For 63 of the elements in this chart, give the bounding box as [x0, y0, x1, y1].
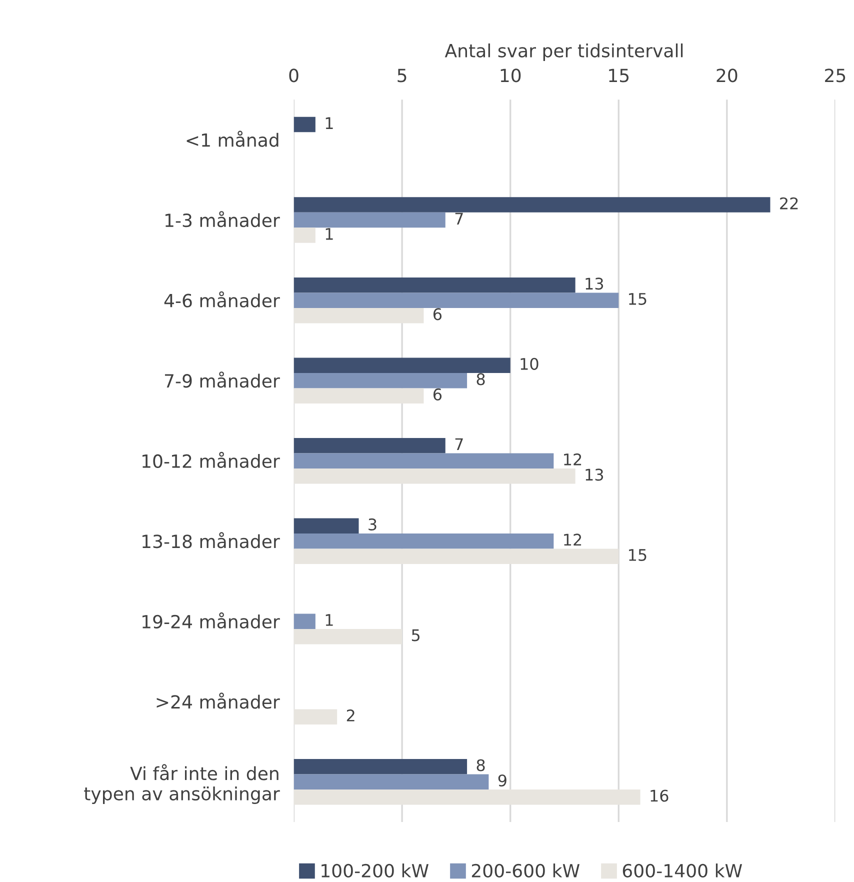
data-label: 13: [586, 468, 604, 481]
bar: [294, 790, 640, 805]
bar: [294, 292, 619, 308]
legend-label: 600-1400 kW: [622, 864, 742, 878]
data-label: 16: [650, 790, 668, 802]
bar: [294, 468, 576, 484]
y-tick-label: 1-3 månader: [165, 211, 280, 228]
bar: [294, 372, 468, 388]
bar: [294, 197, 770, 212]
y-tick-label: 13-18 månader: [142, 532, 280, 548]
legend-label: 200-600 kW: [472, 864, 580, 878]
y-tick-label: 4-6 månader: [164, 291, 280, 308]
data-label: 12: [564, 453, 582, 466]
bar: [294, 308, 424, 324]
bar: [294, 228, 316, 243]
bar: [294, 548, 619, 564]
data-label: 10: [520, 358, 538, 370]
y-tick-label: 10-12 månader: [142, 452, 280, 468]
bar: [294, 453, 554, 468]
bar: [294, 212, 446, 228]
x-tick-label: 15: [609, 68, 629, 82]
data-label: 1: [326, 117, 333, 129]
data-label: 6: [434, 388, 442, 400]
data-label: 13: [586, 278, 604, 290]
x-tick-label: 5: [398, 68, 406, 82]
bar: [294, 774, 489, 790]
data-label: 8: [476, 759, 485, 772]
data-label: 12: [564, 534, 582, 546]
y-tick-label: Vi får inte in den typen av ansökningar: [84, 764, 280, 804]
bar: [294, 628, 402, 644]
x-tick-label: 0: [289, 68, 298, 82]
y-tick-label: 19-24 månader: [142, 612, 280, 628]
x-tick-label: 20: [716, 68, 738, 82]
data-label: 15: [629, 293, 646, 305]
bar: [294, 438, 446, 454]
y-tick-label: <1 månad: [186, 130, 278, 147]
data-label: 15: [629, 549, 646, 561]
data-label: 1: [326, 228, 333, 240]
data-label: 6: [434, 308, 442, 320]
data-label: 8: [476, 373, 485, 386]
data-label: 7: [455, 212, 463, 224]
bar: [294, 614, 316, 629]
bar: [294, 518, 359, 534]
bar: [294, 759, 468, 774]
data-label: 1: [326, 614, 333, 626]
data-label: 22: [780, 197, 798, 210]
data-label: 5: [412, 629, 420, 642]
x-tick-label: 10: [500, 68, 521, 82]
data-label: 2: [346, 709, 354, 722]
bar: [294, 116, 316, 132]
y-tick-label: >24 månader: [156, 692, 280, 709]
bar: [294, 277, 576, 293]
data-label: 3: [368, 518, 376, 530]
bar: [294, 533, 554, 549]
data-label: 7: [455, 438, 463, 450]
y-tick-label: 7-9 månader: [164, 372, 280, 388]
x-axis-title: Antal svar per tidsintervall: [444, 43, 683, 61]
legend-label: 100-200 kW: [322, 864, 429, 878]
bar: [294, 388, 424, 404]
x-tick-label: 25: [825, 68, 846, 82]
data-label: 9: [498, 774, 506, 787]
bar: [294, 709, 338, 725]
bar: [294, 358, 510, 373]
